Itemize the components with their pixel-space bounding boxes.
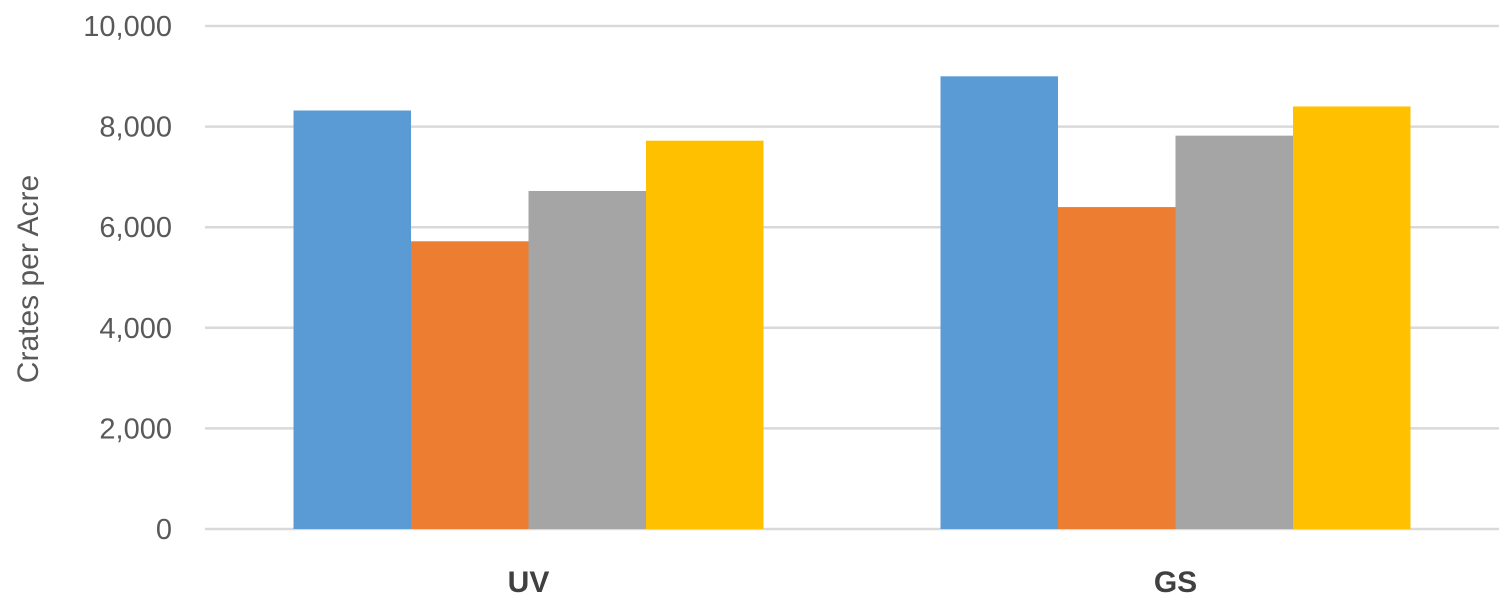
y-tick-label: 10,000 bbox=[83, 11, 172, 43]
y-tick-label: 0 bbox=[156, 514, 172, 546]
bar-gs-series-3 bbox=[1175, 135, 1293, 530]
bar-gs-series-2 bbox=[1058, 207, 1176, 529]
bar-uv-series-4 bbox=[646, 140, 764, 529]
bar-uv-series-2 bbox=[411, 241, 529, 529]
x-category-label: GS bbox=[1154, 566, 1197, 599]
bar-gs-series-1 bbox=[940, 76, 1058, 530]
bar-uv-series-3 bbox=[528, 190, 646, 529]
bar-gs-series-4 bbox=[1293, 106, 1411, 529]
y-tick-label: 8,000 bbox=[99, 112, 172, 144]
bars bbox=[293, 76, 1411, 530]
x-category-label: UV bbox=[508, 566, 550, 599]
bar-uv-series-1 bbox=[293, 110, 411, 529]
y-tick-label: 4,000 bbox=[99, 313, 172, 345]
y-tick-label: 6,000 bbox=[99, 212, 172, 244]
y-axis-title: Crates per Acre bbox=[12, 175, 45, 383]
y-tick-label: 2,000 bbox=[99, 413, 172, 445]
x-axis-categories: UV GS bbox=[508, 566, 1198, 599]
y-axis-ticks: 0 2,000 4,000 6,000 8,000 10,000 bbox=[83, 11, 172, 546]
